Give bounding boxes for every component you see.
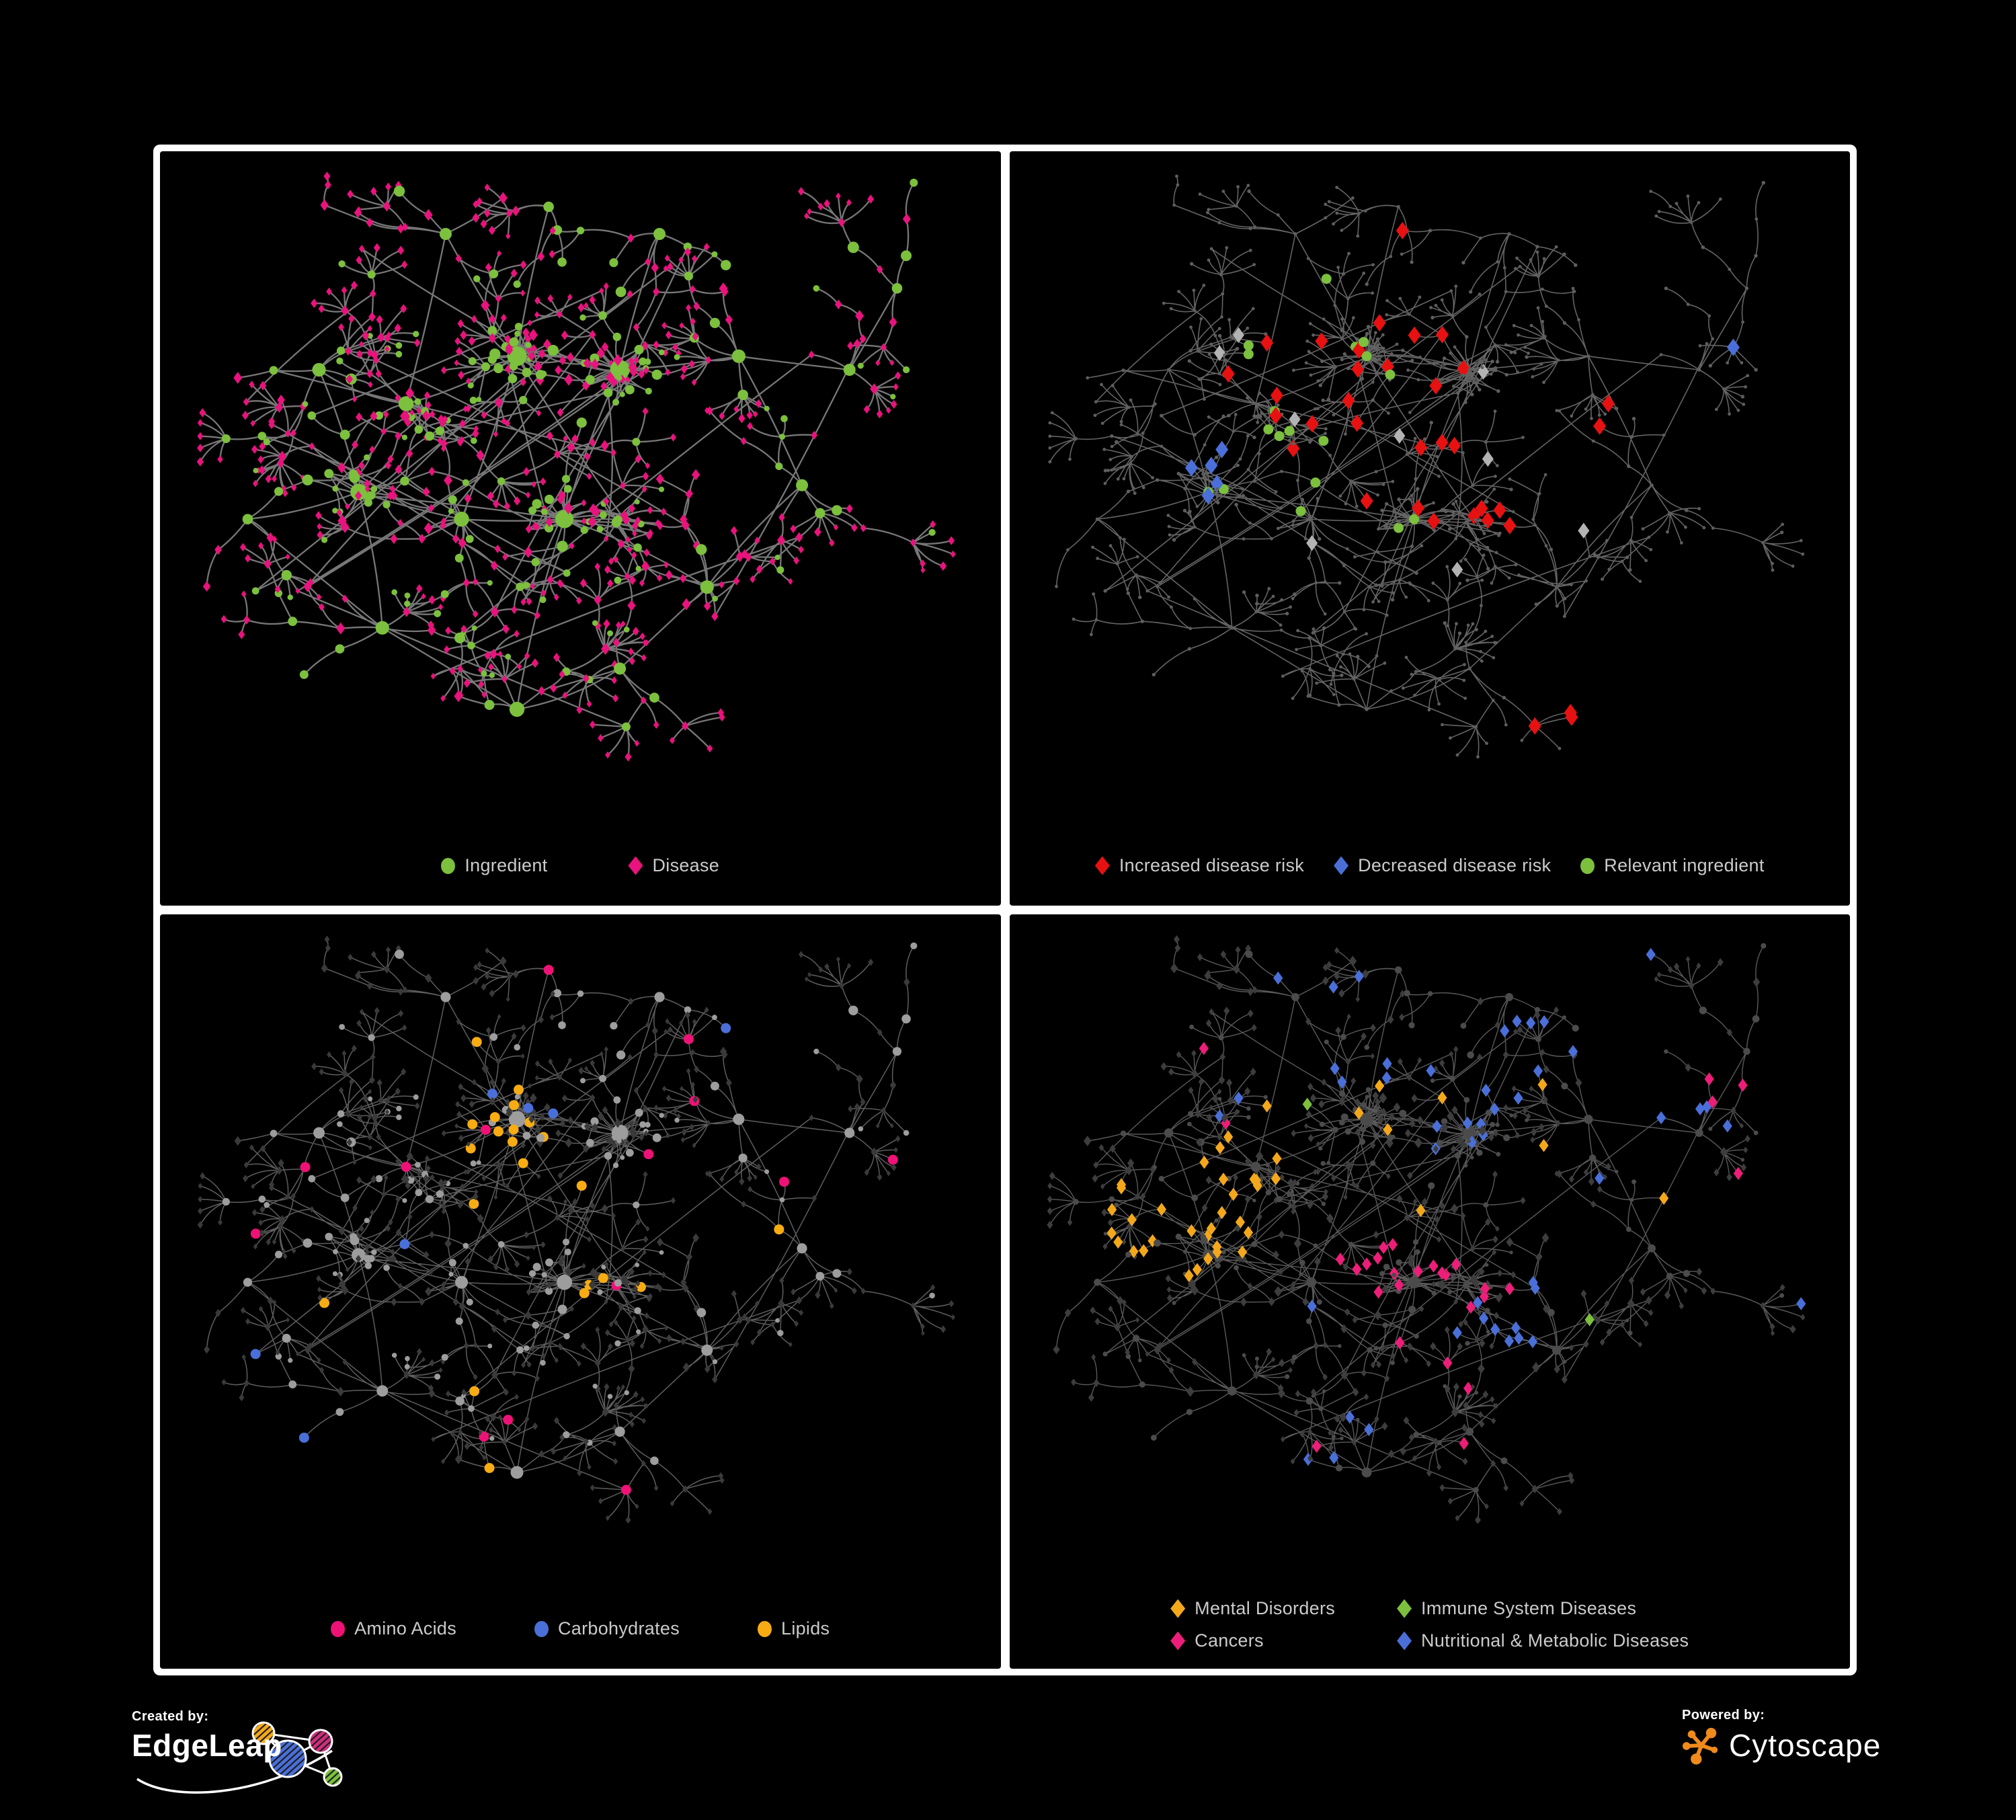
circle-swatch-icon — [1580, 857, 1595, 874]
legend-ingredient-classes: Amino Acids Carbohydrates Lipids — [160, 1618, 1001, 1639]
panel-ingredient-disease: Ingredient Disease — [160, 151, 1001, 906]
legend-item-nutritional-metabolic-diseases: Nutritional & Metabolic Diseases — [1397, 1630, 1689, 1651]
diamond-swatch-icon — [1397, 1631, 1412, 1651]
network-ingredient-disease — [196, 171, 956, 762]
legend-label: Mental Disorders — [1195, 1598, 1336, 1618]
legend-label: Amino Acids — [354, 1618, 456, 1638]
edgeleap-wordmark: EdgeLeap — [132, 1728, 282, 1763]
powered-by-label: Powered by: — [1682, 1708, 1765, 1723]
network-disease-risk — [1047, 174, 1804, 759]
diamond-swatch-icon — [1094, 856, 1110, 875]
legend-item-mental-disorders: Mental Disorders — [1170, 1598, 1335, 1619]
legend-label: Cancers — [1195, 1630, 1264, 1651]
circle-swatch-icon — [331, 1620, 346, 1637]
panel-disease-risk: Increased disease risk Decreased disease … — [1009, 151, 1851, 906]
diamond-swatch-icon — [1170, 1631, 1186, 1651]
legend-label: Carbohydrates — [558, 1618, 680, 1638]
legend-label: Relevant ingredient — [1604, 855, 1765, 875]
edgeleap-logo-icon — [136, 1721, 343, 1794]
network-ingredient-classes — [197, 935, 955, 1524]
legend-label: Immune System Diseases — [1421, 1598, 1637, 1618]
legend-label: Decreased disease risk — [1358, 855, 1551, 875]
cytoscape-branding: Powered by: Cytoscape — [1682, 1708, 1881, 1765]
legend-label: Increased disease risk — [1119, 855, 1305, 875]
legend-item-carbohydrates: Carbohydrates — [534, 1618, 680, 1639]
diamond-swatch-icon — [628, 856, 643, 875]
diamond-swatch-icon — [1170, 1599, 1186, 1618]
diamond-swatch-icon — [1397, 1599, 1412, 1618]
legend-label: Disease — [652, 855, 720, 875]
legend-item-ingredient: Ingredient — [441, 855, 547, 876]
legend-item-decreased-disease-risk: Decreased disease risk — [1334, 855, 1551, 876]
legend-item-cancers: Cancers — [1170, 1630, 1264, 1651]
legend-label: Lipids — [781, 1618, 830, 1638]
cytoscape-wordmark: Cytoscape — [1729, 1728, 1882, 1763]
legend-item-increased-disease-risk: Increased disease risk — [1094, 855, 1305, 876]
cytoscape-logo-icon — [1682, 1727, 1718, 1765]
legend-disease-risk: Increased disease risk Decreased disease … — [1010, 855, 1851, 876]
circle-swatch-icon — [534, 1620, 549, 1637]
legend-disease-classes: Mental Disorders Immune System Diseases Ca… — [1010, 1598, 1851, 1651]
created-by-label: Created by: — [132, 1709, 209, 1724]
circle-swatch-icon — [758, 1620, 772, 1637]
diamond-swatch-icon — [1334, 856, 1349, 875]
panel-disease-classes: Mental Disorders Immune System Diseases Ca… — [1009, 914, 1851, 1669]
circle-swatch-icon — [441, 857, 456, 874]
legend-item-amino-acids: Amino Acids — [331, 1618, 456, 1639]
edgeleap-branding: Created by: EdgeLeap — [132, 1709, 495, 1803]
figure-grid: Ingredient Disease Increased disease risk… — [153, 145, 1857, 1675]
network-disease-classes — [1046, 935, 1806, 1524]
panel-ingredient-classes: Amino Acids Carbohydrates Lipids — [160, 914, 1001, 1669]
legend-item-disease: Disease — [628, 855, 719, 876]
legend-ingredient-disease: Ingredient Disease — [160, 855, 1001, 876]
legend-item-relevant-ingredient: Relevant ingredient — [1580, 855, 1764, 876]
legend-item-lipids: Lipids — [758, 1618, 830, 1639]
legend-item-immune-system-diseases: Immune System Diseases — [1397, 1598, 1636, 1619]
legend-label: Nutritional & Metabolic Diseases — [1421, 1630, 1689, 1651]
legend-label: Ingredient — [465, 855, 548, 875]
